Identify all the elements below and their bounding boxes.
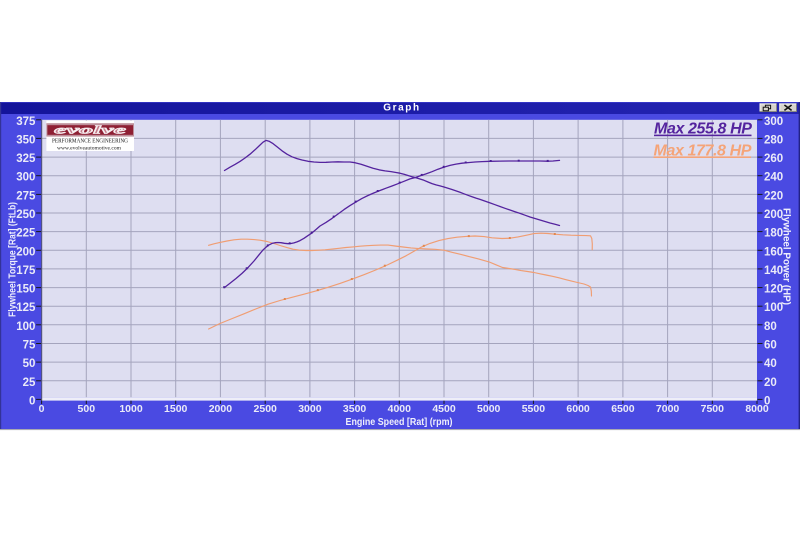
svg-text:5500: 5500 — [522, 403, 546, 415]
svg-text:5000: 5000 — [477, 403, 501, 415]
svg-text:20: 20 — [764, 377, 777, 389]
svg-text:175: 175 — [16, 265, 36, 277]
svg-text:0: 0 — [39, 403, 45, 415]
svg-text:Flywheel Power (HP): Flywheel Power (HP) — [780, 208, 791, 305]
svg-text:50: 50 — [23, 358, 36, 370]
svg-text:Flywheel Torque [Rat] (FtLb): Flywheel Torque [Rat] (FtLb) — [8, 202, 19, 317]
svg-text:2500: 2500 — [254, 403, 278, 415]
svg-text:3500: 3500 — [343, 403, 367, 415]
svg-text:100: 100 — [764, 302, 783, 314]
svg-text:75: 75 — [23, 340, 36, 352]
svg-text:Max 177.8 HP: Max 177.8 HP — [654, 142, 752, 159]
svg-text:Max 255.8 HP: Max 255.8 HP — [654, 121, 752, 138]
svg-text:160: 160 — [764, 246, 783, 258]
svg-text:120: 120 — [764, 284, 783, 296]
svg-text:300: 300 — [16, 172, 35, 184]
svg-text:350: 350 — [16, 134, 35, 146]
svg-text:80: 80 — [764, 321, 777, 333]
svg-text:60: 60 — [764, 340, 777, 352]
svg-text:200: 200 — [16, 246, 35, 258]
svg-text:1000: 1000 — [119, 403, 143, 415]
svg-text:3000: 3000 — [298, 403, 322, 415]
svg-text:280: 280 — [764, 134, 783, 146]
svg-text:0: 0 — [29, 395, 35, 407]
svg-text:40: 40 — [764, 358, 777, 370]
svg-text:500: 500 — [78, 403, 96, 415]
svg-text:7000: 7000 — [656, 403, 680, 415]
svg-text:www.evolveautomotive.com: www.evolveautomotive.com — [57, 147, 121, 152]
svg-text:375: 375 — [16, 116, 36, 128]
svg-text:Engine Speed [Rat] (rpm): Engine Speed [Rat] (rpm) — [346, 416, 453, 428]
svg-text:0: 0 — [764, 395, 770, 407]
svg-text:PERFORMANCE ENGINEERING: PERFORMANCE ENGINEERING — [52, 139, 129, 145]
svg-text:275: 275 — [16, 190, 36, 202]
svg-text:25: 25 — [23, 377, 36, 389]
svg-text:8000: 8000 — [745, 403, 769, 415]
svg-text:7500: 7500 — [701, 403, 725, 415]
svg-text:140: 140 — [764, 265, 783, 277]
svg-text:4500: 4500 — [432, 403, 456, 415]
svg-text:325: 325 — [16, 153, 36, 165]
svg-text:150: 150 — [16, 284, 35, 296]
svg-text:240: 240 — [764, 172, 783, 184]
svg-text:6500: 6500 — [611, 403, 635, 415]
svg-text:180: 180 — [764, 228, 783, 240]
svg-text:100: 100 — [16, 321, 35, 333]
svg-text:1500: 1500 — [164, 403, 188, 415]
svg-text:300: 300 — [764, 116, 783, 128]
svg-text:4000: 4000 — [388, 403, 412, 415]
svg-text:200: 200 — [764, 209, 783, 221]
svg-text:2000: 2000 — [209, 403, 233, 415]
svg-text:evolve: evolve — [54, 123, 128, 137]
svg-text:250: 250 — [16, 209, 35, 221]
svg-text:260: 260 — [764, 153, 783, 165]
svg-text:225: 225 — [16, 228, 36, 240]
svg-text:220: 220 — [764, 190, 783, 202]
svg-text:6000: 6000 — [566, 403, 590, 415]
svg-text:Graph: Graph — [383, 102, 420, 113]
svg-text:125: 125 — [16, 302, 36, 314]
